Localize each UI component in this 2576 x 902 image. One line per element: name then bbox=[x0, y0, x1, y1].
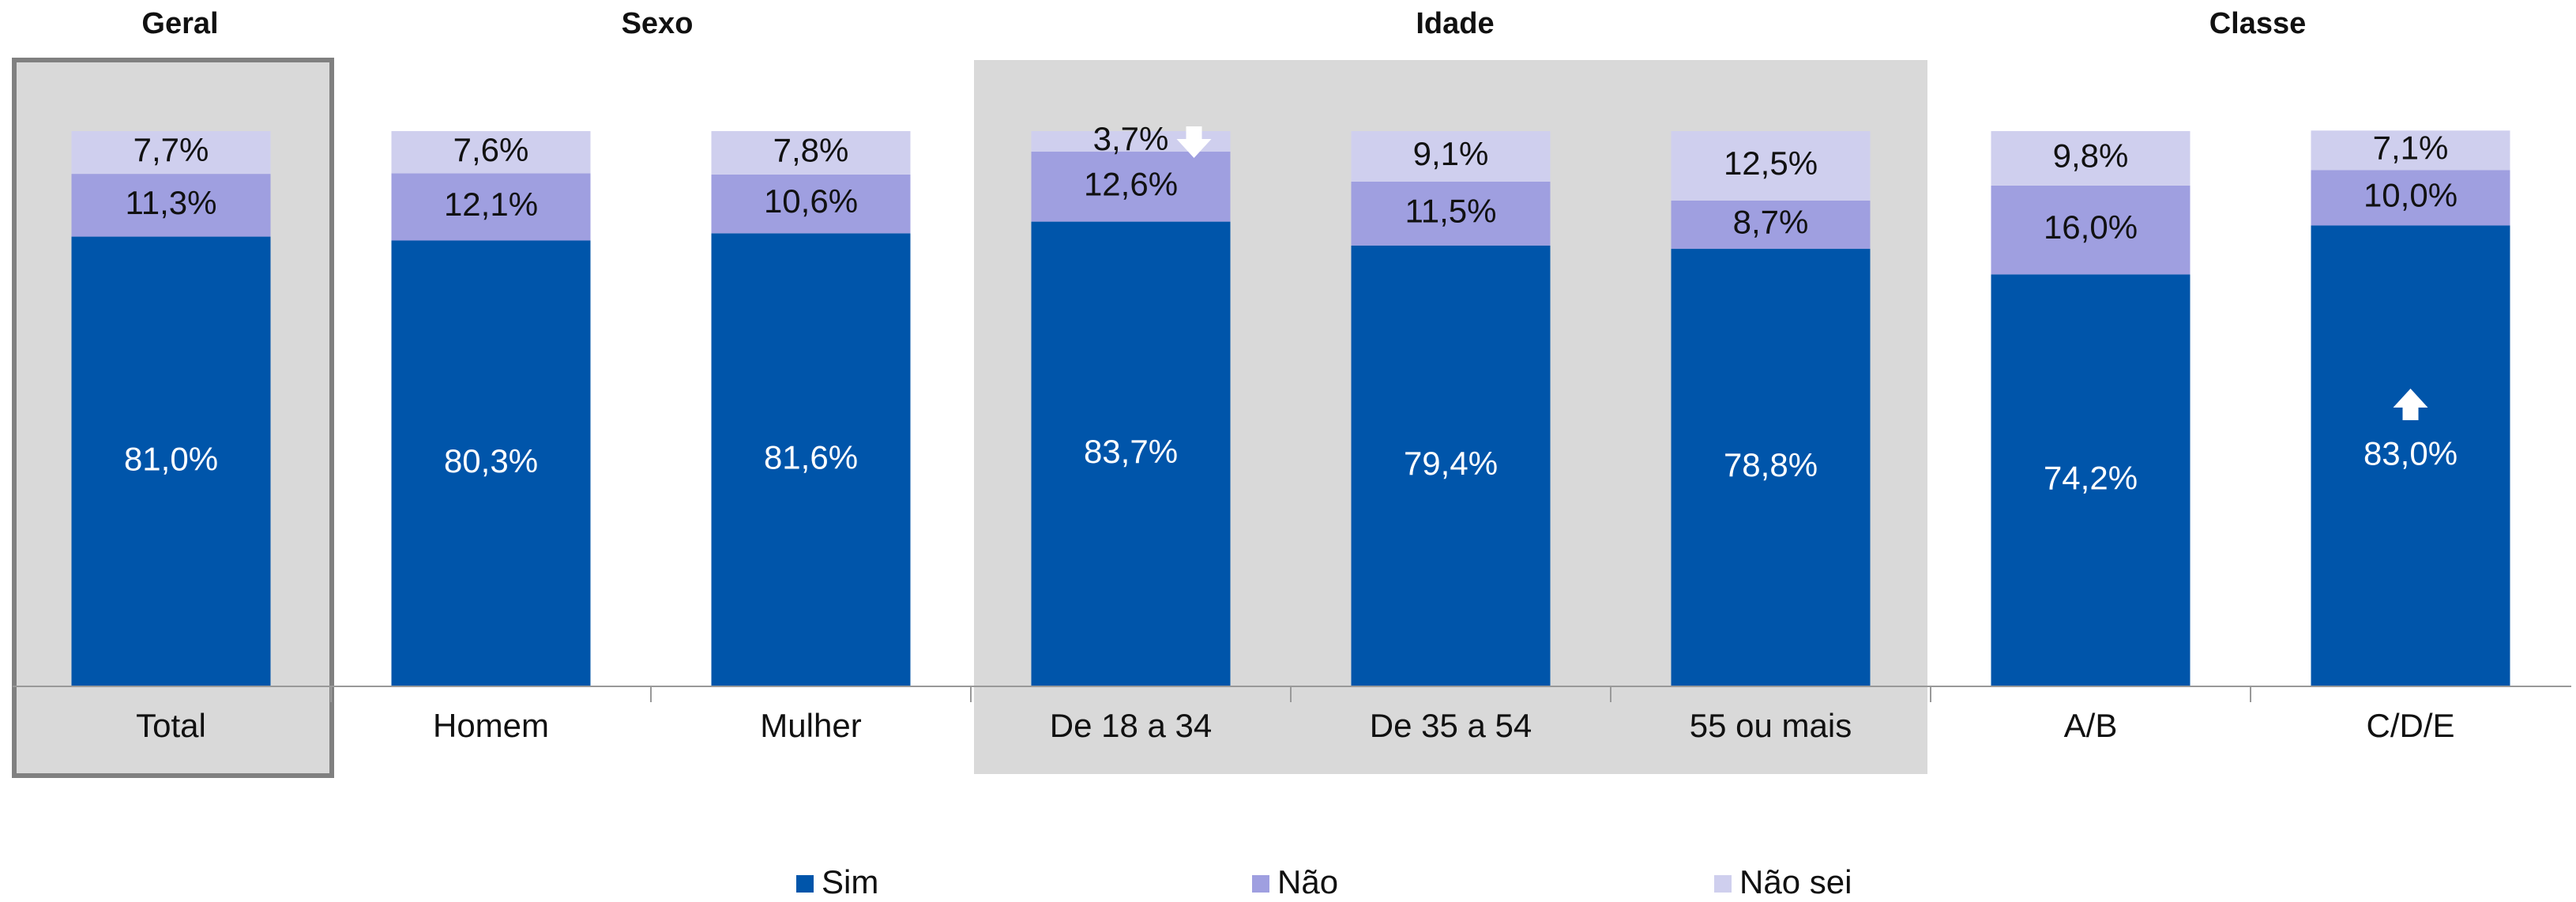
legend-swatch bbox=[796, 875, 814, 893]
bar-segment bbox=[711, 174, 911, 234]
group-label: Idade bbox=[1416, 7, 1494, 40]
value-label: 7,6% bbox=[453, 131, 529, 168]
legend-swatch bbox=[1252, 875, 1269, 893]
value-label: 10,6% bbox=[764, 182, 858, 220]
value-label: 7,7% bbox=[134, 131, 209, 168]
x-tick-label: Homem bbox=[433, 707, 549, 744]
bar-segment bbox=[2311, 170, 2510, 226]
value-label: 79,4% bbox=[1404, 445, 1498, 482]
bar-segment bbox=[2311, 130, 2510, 171]
value-label: 12,5% bbox=[1724, 145, 1818, 182]
bar-segment bbox=[391, 173, 591, 241]
value-label: 11,5% bbox=[1405, 192, 1497, 229]
bar-segment bbox=[71, 236, 271, 686]
x-tick-label: A/B bbox=[2064, 707, 2118, 744]
bar-segment bbox=[1671, 131, 1871, 201]
group-label: Geral bbox=[141, 7, 218, 40]
bar-segment bbox=[1991, 131, 2191, 186]
arrow bbox=[1176, 126, 1212, 158]
x-tick-label: Total bbox=[136, 707, 206, 744]
value-label: 16,0% bbox=[2044, 209, 2138, 246]
bar-segment bbox=[1351, 245, 1551, 686]
bar-segment bbox=[1351, 181, 1551, 246]
bar-segment bbox=[1031, 152, 1231, 222]
value-label: 80,3% bbox=[444, 442, 538, 479]
group-label: Sexo bbox=[622, 7, 694, 40]
group-label: Classe bbox=[2209, 7, 2307, 40]
bar-segment bbox=[1671, 249, 1871, 686]
value-label: 12,1% bbox=[444, 186, 538, 223]
legend-label: Não bbox=[1277, 863, 1338, 900]
x-tick-label: C/D/E bbox=[2366, 707, 2454, 744]
bar-segment bbox=[1991, 274, 2191, 686]
value-label: 83,7% bbox=[1084, 433, 1178, 470]
value-label: 11,3% bbox=[126, 184, 217, 221]
x-tick-label: De 18 a 34 bbox=[1050, 707, 1213, 744]
bar-segment bbox=[71, 131, 271, 175]
value-label: 81,6% bbox=[764, 438, 858, 475]
bar-segment bbox=[2311, 225, 2510, 686]
bar-segment bbox=[1031, 221, 1231, 686]
legend-swatch bbox=[1714, 875, 1732, 893]
bar-segment bbox=[71, 174, 271, 237]
legend-label: Não sei bbox=[1739, 863, 1852, 900]
bar-segment bbox=[391, 131, 591, 174]
bar-segment bbox=[391, 240, 591, 687]
value-label: 9,8% bbox=[2053, 137, 2129, 175]
bar-segment bbox=[1351, 131, 1551, 182]
value-label: 7,8% bbox=[773, 132, 849, 169]
bar-segment bbox=[711, 131, 911, 175]
value-label: 81,0% bbox=[124, 440, 218, 477]
value-label: 3,7% bbox=[1093, 120, 1169, 157]
legend-label: Sim bbox=[822, 863, 878, 900]
x-tick-label: De 35 a 54 bbox=[1370, 707, 1532, 744]
bar-segment bbox=[1991, 185, 2191, 275]
x-tick-label: Mulher bbox=[760, 707, 861, 744]
x-tick-label: 55 ou mais bbox=[1690, 707, 1852, 744]
value-label: 74,2% bbox=[2044, 459, 2138, 496]
bar-segment bbox=[1671, 200, 1871, 250]
value-label: 7,1% bbox=[2373, 129, 2449, 166]
value-label: 78,8% bbox=[1724, 446, 1818, 483]
value-label: 83,0% bbox=[2364, 434, 2458, 472]
value-label: 8,7% bbox=[1733, 204, 1809, 241]
bar-segment bbox=[711, 233, 911, 686]
value-label: 9,1% bbox=[1413, 135, 1489, 172]
arrow bbox=[2393, 389, 2428, 420]
value-label: 10,0% bbox=[2364, 176, 2458, 213]
value-label: 12,6% bbox=[1084, 165, 1178, 202]
